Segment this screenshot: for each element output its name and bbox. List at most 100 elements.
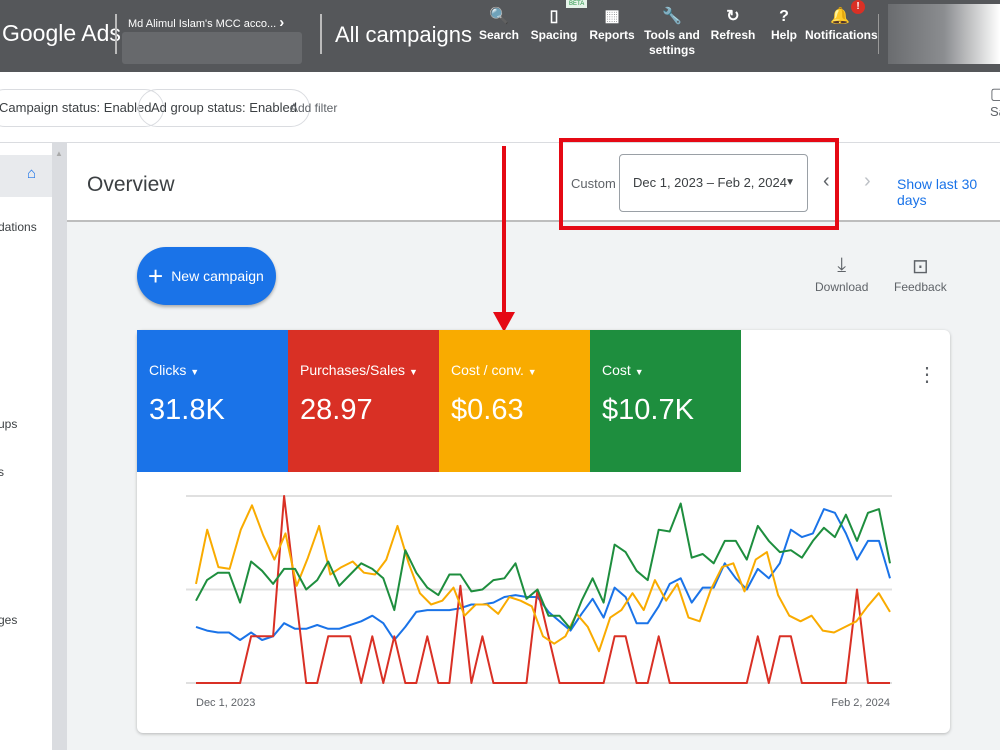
section-title: All campaigns	[335, 22, 472, 47]
save-button[interactable]: ▢Sa	[990, 84, 1000, 119]
series-line-cost	[195, 502, 891, 630]
toolbar-wrench-button[interactable]: 🔧 Tools and settings	[637, 6, 707, 58]
show-last-30-days-link[interactable]: Show last 30 days	[897, 176, 978, 208]
metric-value: 28.97	[300, 394, 373, 426]
metric-label[interactable]: Clicks ▼	[149, 362, 276, 378]
toolbar-search-button[interactable]: 🔍 Search	[464, 6, 534, 43]
page-title: Overview	[87, 173, 175, 196]
metric-name: Clicks	[149, 362, 187, 378]
date-range-value: Dec 1, 2023 – Feb 2, 2024	[633, 175, 787, 190]
performance-card: Clicks ▼ 31.8K Purchases/Sales ▼ 28.97 Cost …	[137, 330, 950, 733]
toolbar-label: Refresh	[710, 28, 756, 42]
sidebar: ⌂ dations ups s ges	[0, 143, 52, 750]
feedback-label: Feedback	[894, 280, 947, 294]
home-icon: ⌂	[27, 165, 37, 182]
toolbar-reports-button[interactable]: ▦ Reports	[577, 6, 647, 43]
toolbar-label: Reports	[589, 28, 635, 42]
toolbar-spacing-button[interactable]: ▯ Spacing	[519, 6, 589, 43]
divider	[320, 14, 322, 54]
annotation-highlight-box	[559, 138, 839, 230]
x-tick-label: Feb 2, 2024	[831, 697, 890, 709]
x-tick-label: Dec 1, 2023	[196, 697, 255, 709]
toolbar-bell-button[interactable]: 🔔 Notifications	[805, 6, 878, 43]
new-campaign-label: New campaign	[171, 268, 264, 284]
metric-label[interactable]: Purchases/Sales ▼	[300, 362, 427, 378]
bell-icon: 🔔	[830, 8, 850, 25]
toolbar-refresh-button[interactable]: ↻ Refresh	[698, 6, 768, 43]
toolbar-label: Help	[770, 28, 797, 42]
metric-tile[interactable]: Purchases/Sales ▼ 28.97	[288, 330, 439, 472]
filter-bar: Campaign status: Enabled Ad group status…	[0, 72, 1000, 143]
filter-chip-campaign-status[interactable]: Campaign status: Enabled	[0, 89, 165, 127]
sidebar-scrollbar[interactable]: ▲	[52, 143, 67, 750]
metric-tile[interactable]: Cost / conv. ▼ $0.63	[439, 330, 590, 472]
add-filter-button[interactable]: Add filter	[290, 101, 338, 115]
google-ads-logo[interactable]: Google Ads	[2, 20, 121, 46]
spacing-icon: ▯	[549, 8, 559, 25]
divider	[115, 14, 117, 54]
search-icon: 🔍	[489, 8, 509, 25]
sidebar-item-ad-groups[interactable]: ups	[0, 417, 18, 431]
metric-value: 31.8K	[149, 394, 225, 426]
series-line-clicks	[195, 508, 891, 641]
reports-icon: ▦	[604, 8, 620, 25]
sidebar-item-recommendations[interactable]: dations	[0, 220, 37, 234]
notification-badge: !	[851, 0, 865, 14]
date-mode-label: Custom	[571, 176, 616, 191]
metric-tile[interactable]: Clicks ▼ 31.8K	[137, 330, 288, 472]
plus-icon: +	[148, 261, 164, 291]
help-icon: ?	[779, 8, 789, 25]
more-options-icon[interactable]: ⋮	[917, 364, 937, 386]
performance-chart: Dec 1, 2023 Feb 2, 2024	[186, 495, 892, 709]
annotation-arrow-head	[493, 312, 515, 332]
series-line-cost-conv-	[195, 504, 891, 653]
dropdown-icon: ▼	[527, 367, 537, 377]
account-id-blurred	[122, 32, 302, 64]
chevron-right-icon: ›	[279, 14, 285, 31]
date-range-picker[interactable]: Dec 1, 2023 – Feb 2, 2024 ▼	[619, 154, 808, 212]
refresh-icon: ↻	[726, 8, 740, 25]
save-label: Sa	[990, 104, 1000, 119]
metric-tile[interactable]: Cost ▼ $10.7K	[590, 330, 741, 472]
toolbar-label: Spacing	[530, 28, 578, 42]
metric-name: Purchases/Sales	[300, 362, 406, 378]
sidebar-item-overview[interactable]: ⌂	[0, 155, 52, 197]
divider	[878, 14, 879, 54]
metric-name: Cost / conv.	[451, 362, 524, 378]
save-icon: ▢	[990, 86, 1000, 103]
feedback-icon: ⊡	[911, 256, 929, 278]
feedback-button[interactable]: ⊡ Feedback	[894, 254, 947, 294]
metric-value: $0.63	[451, 394, 524, 426]
metric-name: Cost	[602, 362, 631, 378]
account-name: Md Alimul Islam's MCC acco...	[128, 18, 277, 30]
toolbar-label: Search	[478, 28, 520, 42]
annotation-arrow	[502, 146, 506, 316]
overview-header: Overview	[67, 143, 1000, 222]
toolbar-help-button[interactable]: ? Help	[749, 6, 819, 43]
dropdown-icon: ▼	[408, 367, 418, 377]
toolbar-label: Notifications	[805, 28, 878, 42]
metric-label[interactable]: Cost / conv. ▼	[451, 362, 578, 378]
metric-value: $10.7K	[602, 394, 694, 426]
dropdown-icon: ▼	[634, 367, 644, 377]
download-icon: ⤓	[837, 254, 847, 276]
previous-period-button[interactable]: ‹	[823, 170, 830, 192]
dropdown-icon: ▼	[190, 367, 200, 377]
top-bar: Google Ads Md Alimul Islam's MCC acco...…	[0, 0, 1000, 72]
caret-down-icon: ▼	[785, 177, 795, 188]
metric-label[interactable]: Cost ▼	[602, 362, 729, 378]
download-button[interactable]: ⤓ Download	[815, 254, 868, 294]
wrench-icon: 🔧	[662, 8, 682, 25]
account-switcher[interactable]: Md Alimul Islam's MCC acco... ›	[128, 14, 284, 31]
next-period-button[interactable]: ›	[864, 170, 871, 192]
download-label: Download	[815, 280, 869, 294]
beta-badge: BETA	[566, 0, 588, 8]
filter-chip-ad-group-status[interactable]: Ad group status: Enabled	[138, 89, 310, 127]
profile-blurred[interactable]	[888, 4, 1000, 64]
toolbar-label: Tools and settings	[644, 28, 700, 57]
scroll-up-icon[interactable]: ▲	[55, 149, 63, 158]
new-campaign-button[interactable]: + New campaign	[137, 247, 276, 305]
sidebar-item-pages[interactable]: ges	[0, 613, 18, 627]
series-line-purchases-sales	[196, 495, 890, 684]
sidebar-item-ads[interactable]: s	[0, 465, 4, 479]
